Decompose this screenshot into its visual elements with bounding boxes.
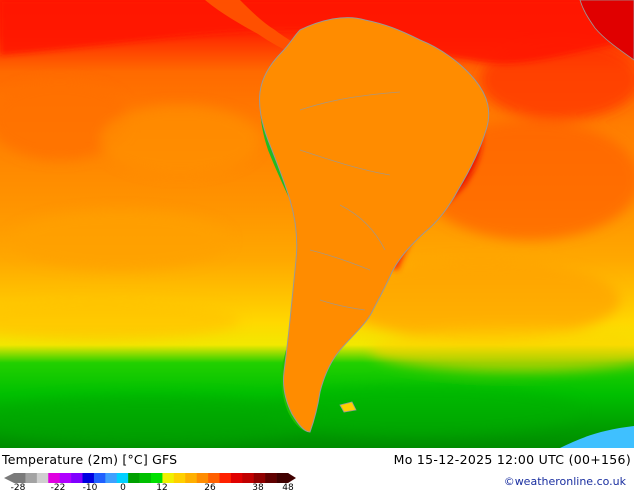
credit-link[interactable]: ©weatheronline.co.uk xyxy=(503,475,626,488)
scale-swatch xyxy=(230,473,243,483)
scale-swatch xyxy=(196,473,209,483)
scale-swatch xyxy=(59,473,72,483)
forecast-datetime: Mo 15-12-2025 12:00 UTC (00+156) xyxy=(393,452,631,467)
scale-swatch xyxy=(48,473,60,483)
scale-swatch xyxy=(265,473,277,483)
scale-tick-label: 12 xyxy=(156,483,168,493)
scale-tick-label: -22 xyxy=(50,483,66,493)
scale-left-arrow xyxy=(4,473,14,483)
scale-swatch xyxy=(219,473,232,483)
scale-swatch xyxy=(128,473,140,483)
map-title: Temperature (2m) [°C] GFS xyxy=(2,452,178,467)
scale-right-arrow xyxy=(288,473,296,483)
scale-swatch xyxy=(105,473,118,483)
scale-swatch xyxy=(185,473,197,483)
map-footer: Temperature (2m) [°C] GFS Mo 15-12-2025 … xyxy=(0,448,634,493)
temperature-map xyxy=(0,0,634,448)
scale-swatch xyxy=(116,473,129,483)
africa-corner xyxy=(579,0,634,61)
scale-tick-label: -28 xyxy=(10,483,26,493)
central-america xyxy=(205,0,300,54)
scale-tick-label: 0 xyxy=(120,483,126,493)
antarctic-cold-edge xyxy=(560,426,634,448)
scale-tick-label: 26 xyxy=(204,483,216,493)
scale-swatch xyxy=(25,473,38,483)
scale-swatch xyxy=(162,473,175,483)
country-borders xyxy=(299,91,401,311)
scale-swatch xyxy=(36,473,49,483)
scale-swatch xyxy=(82,473,95,483)
scale-swatch xyxy=(14,473,26,483)
temperature-color-scale xyxy=(4,473,296,483)
falkland-islands xyxy=(339,401,357,413)
scale-tick-label: 48 xyxy=(282,483,294,493)
scale-swatch xyxy=(151,473,163,483)
scale-swatch xyxy=(276,473,289,483)
scale-tick-label: 38 xyxy=(252,483,264,493)
scale-swatch xyxy=(71,473,83,483)
scale-swatch xyxy=(208,473,220,483)
scale-swatch xyxy=(173,473,186,483)
scale-swatch xyxy=(139,473,152,483)
scale-swatch xyxy=(242,473,255,483)
scale-swatch xyxy=(253,473,266,483)
scale-swatch xyxy=(93,473,106,483)
scale-tick-label: -10 xyxy=(82,483,98,493)
